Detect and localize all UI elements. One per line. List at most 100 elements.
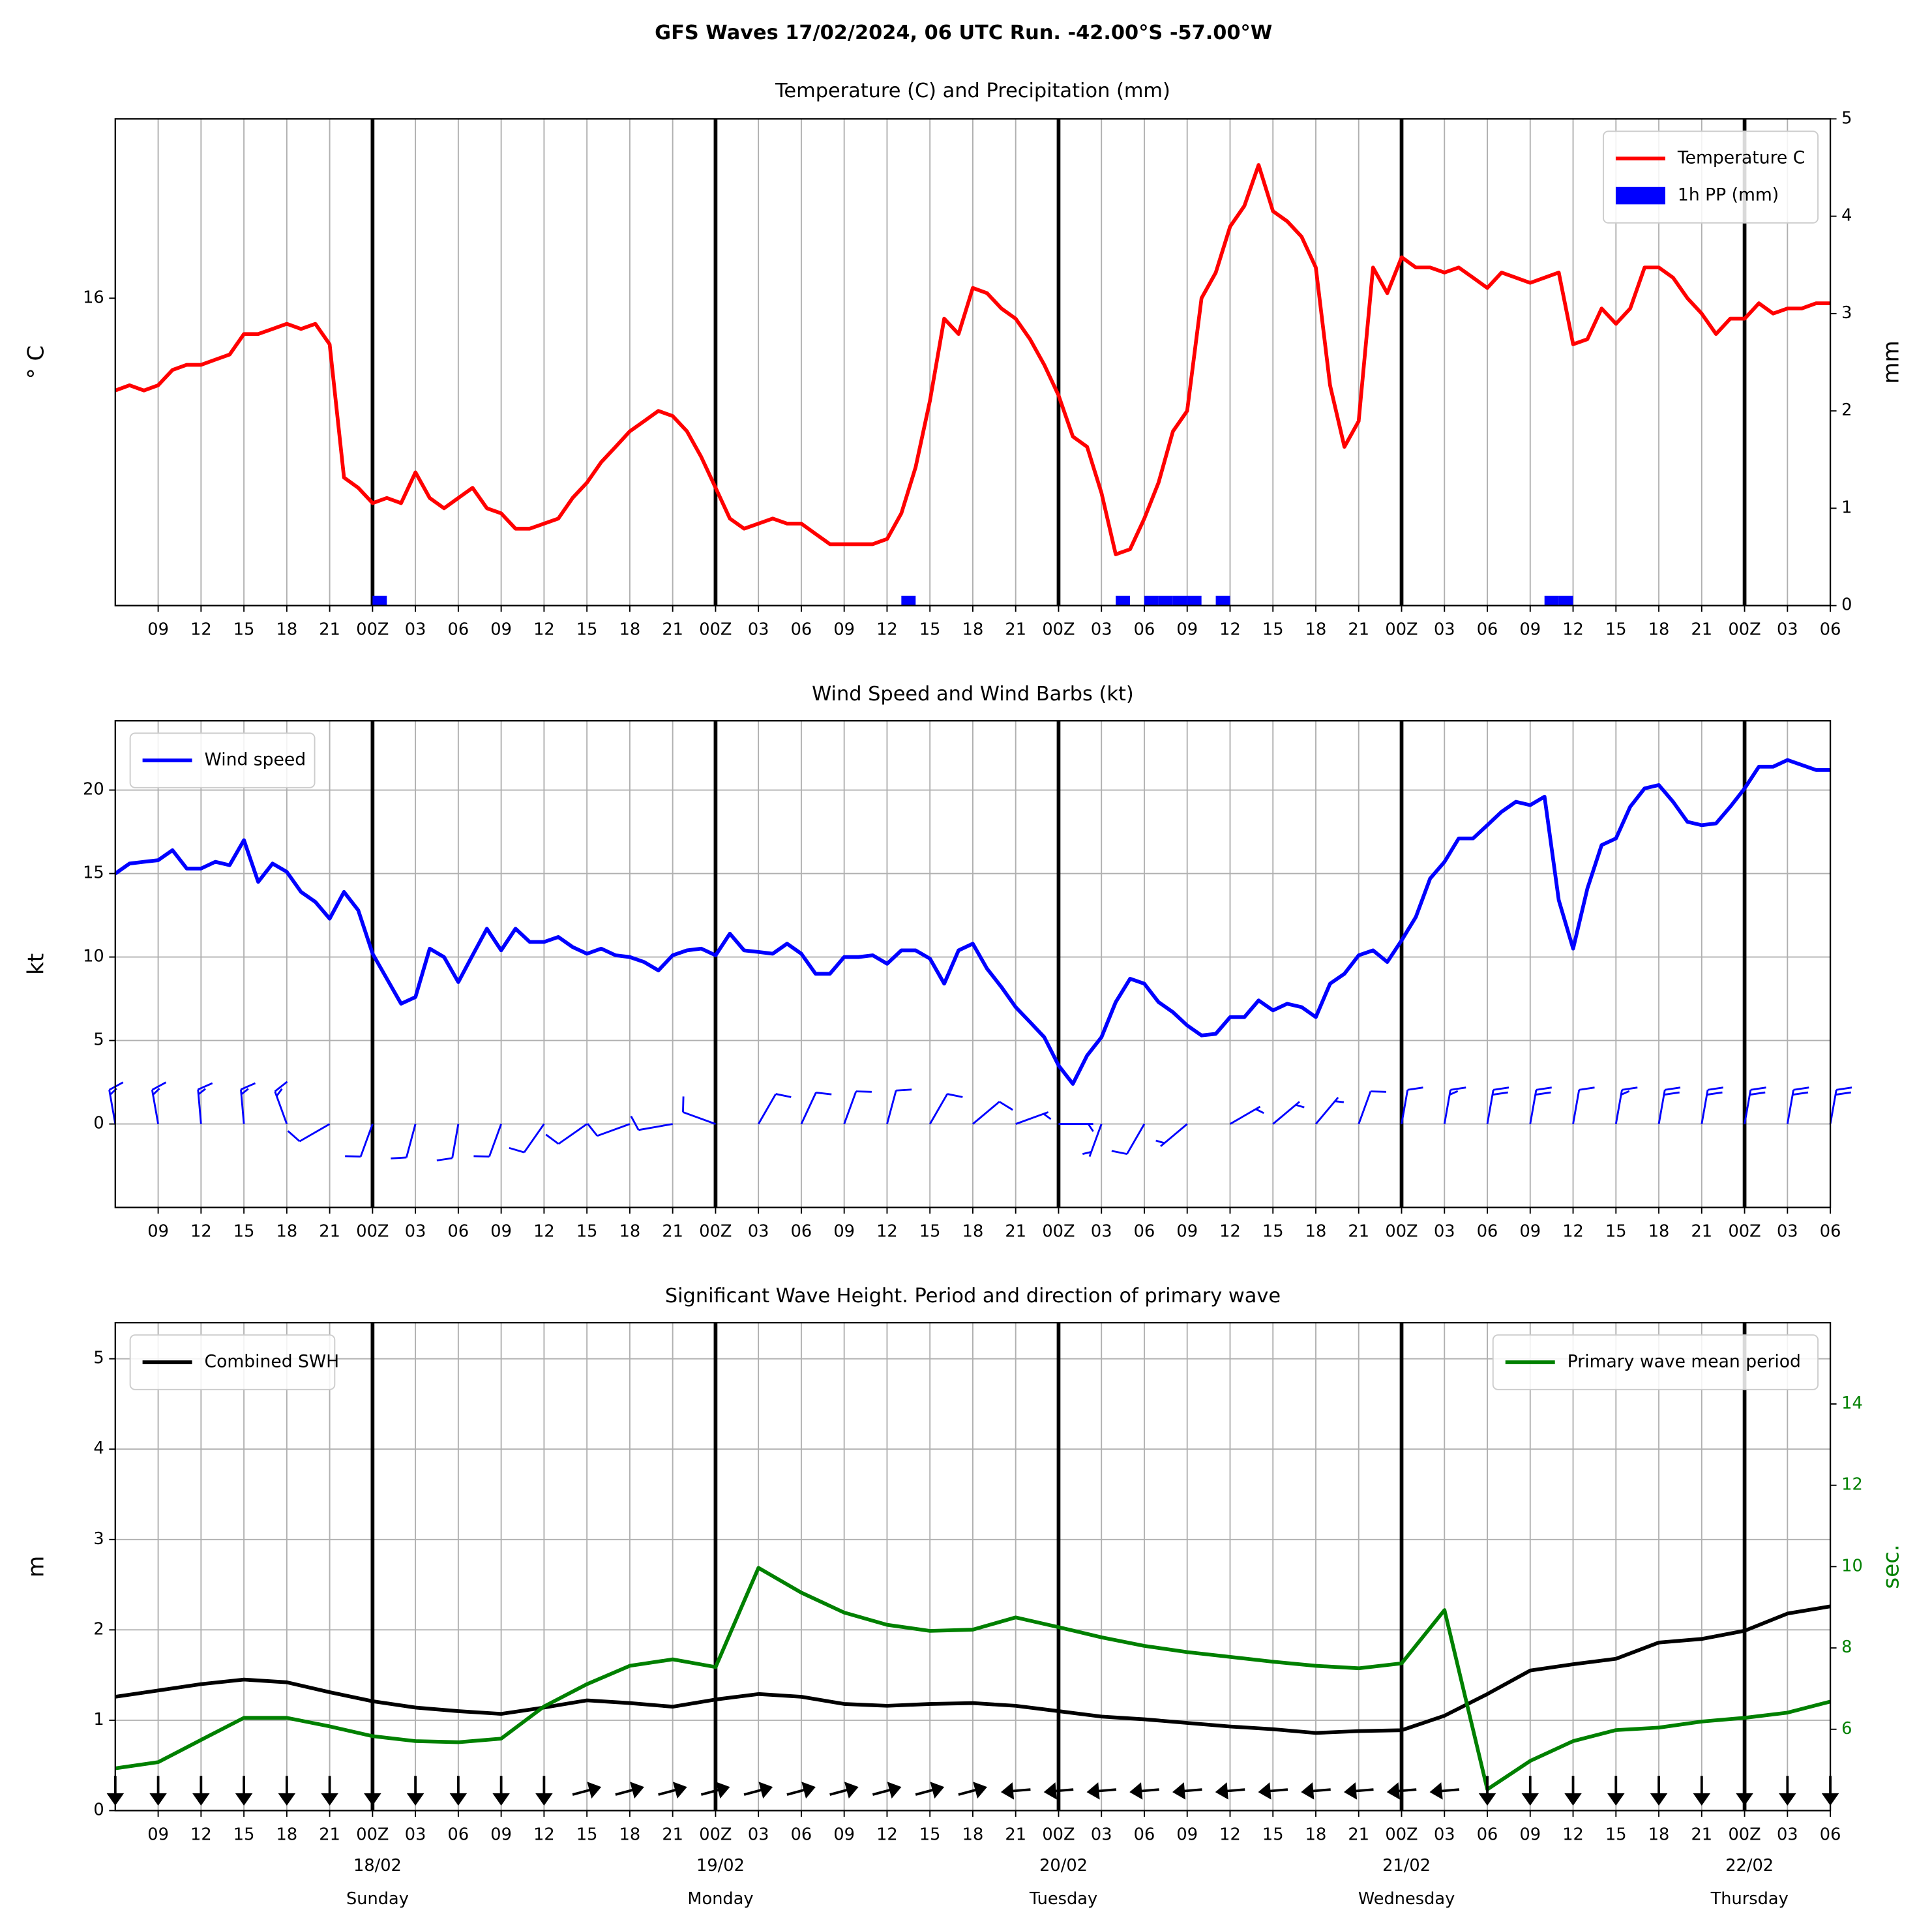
wind-barb [1829,1086,1852,1124]
x-tick-label: 18 [276,620,298,640]
x-tick-label: 12 [533,1222,555,1242]
panel-title: Significant Wave Height. Period and dire… [665,1285,1281,1307]
x-tick-label: 09 [1176,1222,1198,1242]
arrow-head [1129,1782,1143,1800]
barb-shaft [1829,1089,1837,1124]
wind-barb [1572,1086,1595,1124]
x-tick-label: 06 [1477,1825,1498,1844]
arrow-head [1779,1793,1796,1806]
x-tick-label: 18 [1305,1222,1327,1242]
arrow-head [1258,1782,1271,1800]
date-label: 20/02 [1039,1856,1088,1875]
wave-arrow [492,1776,510,1806]
arrow-shaft [1139,1788,1159,1793]
precip-bar [1116,595,1131,606]
wave-arrow [743,1782,773,1799]
x-tick-label: 09 [1519,620,1541,640]
x-tick-label: 00Z [1385,620,1418,640]
x-tick-label: 12 [876,1825,898,1844]
x-tick-label: 15 [233,1222,255,1242]
x-tick-label: 06 [1134,1825,1155,1844]
wind-barb [509,1123,545,1154]
y-axis-label: m [23,1556,50,1577]
wave-arrow [1215,1782,1245,1800]
arrow-shaft [1439,1788,1460,1793]
barb-shaft [359,1124,374,1158]
wind-barb [1058,1123,1094,1132]
barb-feather [1449,1090,1459,1096]
arrow-head [1650,1793,1668,1806]
barb-feather [274,1081,288,1092]
wind-barb [1529,1086,1552,1124]
barb-shaft [843,1091,857,1125]
wave-arrow [1736,1776,1753,1806]
barb-shaft [1572,1089,1581,1124]
wave-arrow [1000,1782,1031,1800]
y-tick-label: 10 [83,947,104,966]
y-axis-label: ° C [23,346,50,380]
barb-shaft [638,1123,673,1131]
x-tick-label: 21 [1691,1825,1712,1844]
wave-arrow [1258,1782,1288,1800]
barb-feather [1707,1086,1724,1091]
y2-axis-label: mm [1879,340,1905,384]
x-tick-label: 09 [1176,620,1198,640]
arrow-head [1086,1782,1100,1800]
arrow-shaft [572,1788,592,1796]
x-tick-label: 15 [919,620,941,640]
x-tick-label: 15 [919,1222,941,1242]
arrow-shaft [915,1788,936,1796]
x-tick-label: 09 [1519,1825,1541,1844]
barb-shaft [682,1111,716,1125]
arrow-head [1429,1782,1443,1800]
x-tick-label: 06 [448,1825,469,1844]
wind-barb [391,1124,417,1159]
x-tick-label: 15 [1262,1825,1284,1844]
wave-arrow [615,1782,644,1799]
legend-label: Temperature C [1677,148,1805,168]
wave-arrow [364,1776,381,1806]
legend-box [1492,1334,1819,1390]
x-tick-label: 15 [919,1825,941,1844]
x-tick-label: 09 [147,1222,169,1242]
x-tick-label: 12 [533,1825,555,1844]
wind-barb [1744,1086,1766,1124]
barb-feather [1043,1113,1052,1120]
wave-arrow [1086,1782,1117,1800]
wind-barb [1358,1090,1386,1125]
x-tick-label: 09 [833,1222,855,1242]
x-tick-label: 03 [1434,1825,1455,1844]
x-tick-label: 06 [1820,1222,1841,1242]
wave-arrow [1301,1782,1331,1800]
wave-arrow [1043,1782,1074,1800]
wind-barb [1111,1123,1146,1156]
x-tick-label: 03 [1091,620,1112,640]
x-tick-label: 00Z [699,1222,732,1242]
wind-barb [473,1124,502,1158]
wave-arrow [1344,1782,1374,1800]
barb-shaft [451,1124,460,1159]
date-label: 21/02 [1382,1856,1431,1875]
barb-feather [345,1155,361,1158]
x-tick-label: 03 [1777,1825,1798,1844]
day-label: Monday [687,1889,753,1909]
x-tick-label: 00Z [1728,620,1761,640]
wind-barb [345,1124,374,1158]
x-tick-label: 09 [833,1825,855,1844]
barb-shaft [1358,1091,1372,1125]
day-label: Tuesday [1029,1889,1097,1909]
day-label: Sunday [346,1889,409,1909]
barb-shaft [240,1089,245,1124]
x-tick-label: 18 [619,1825,641,1844]
barb-shaft [1486,1089,1494,1124]
day-label: Thursday [1710,1889,1789,1909]
y-tick-label: 16 [83,288,104,307]
arrow-shaft [1396,1788,1417,1793]
arrow-head [1386,1782,1400,1800]
plot-frame [114,720,1832,1208]
precip-bar [372,595,387,606]
panel-title: Temperature (C) and Precipitation (mm) [775,80,1170,102]
arrow-head [1564,1793,1582,1806]
